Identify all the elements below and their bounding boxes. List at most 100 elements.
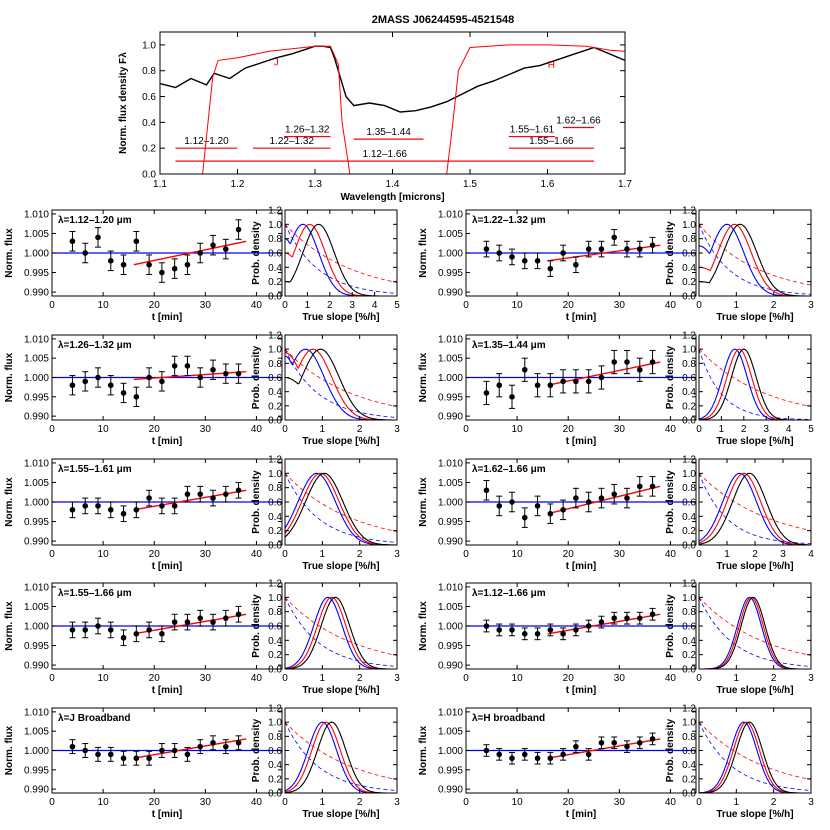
ytick-label-0: 0.990	[24, 661, 49, 672]
band-label-0: J	[274, 58, 279, 69]
posterior-xlabel: True slope [%/h]	[302, 436, 379, 447]
ytick-label-1: 0.2	[268, 526, 282, 537]
data-point-11	[624, 615, 630, 621]
ytick-label-1: 0.2	[268, 277, 282, 288]
xtick-label-2: 20	[149, 549, 161, 560]
range-label-7: 1.12–1.66	[363, 149, 408, 160]
ytick-label-2: 1.000	[24, 622, 49, 633]
xtick-label-4: 4	[372, 300, 378, 311]
ytick-label-1: 0.2	[268, 401, 282, 412]
ytick-label-6: 1.2	[682, 579, 696, 590]
ytick-label-1: 0.2	[682, 277, 696, 288]
data-point-11	[210, 619, 216, 625]
ytick-label-2: 0.4	[268, 636, 282, 647]
data-point-12	[636, 483, 643, 490]
data-point-9	[184, 751, 191, 758]
xtick-label-2: 2	[357, 673, 363, 684]
data-point-2	[509, 499, 515, 505]
ytick-label-2: 1.000	[438, 249, 463, 260]
xtick-label-2: 20	[149, 300, 161, 311]
data-point-1	[82, 378, 89, 385]
ytick-label-3: 0.6	[268, 498, 282, 509]
data-point-12	[636, 366, 643, 373]
data-point-12	[636, 615, 643, 621]
data-point-3	[107, 627, 114, 633]
ytick-label-2: 1.000	[24, 373, 49, 384]
ytick-label-3: 1.005	[438, 602, 463, 613]
xtick-label-0: 0	[463, 300, 469, 311]
data-point-5	[547, 755, 554, 762]
wavelength-annotation: λ=H broadband	[472, 713, 545, 724]
wavelength-annotation: λ=1.12–1.66 μm	[472, 588, 546, 599]
data-point-9	[598, 495, 605, 501]
ytick-label-2: 0.4	[268, 760, 282, 771]
posterior-ylabel: Prob. density	[665, 594, 676, 658]
ytick-label-4: 1.010	[438, 582, 463, 593]
data-point-8	[585, 499, 592, 505]
ytick-label-5: 1.0	[682, 469, 696, 480]
spectrum-series-0	[159, 45, 626, 113]
light-curve-xlabel: t [min]	[152, 685, 183, 696]
data-point-9	[184, 261, 191, 268]
light-curve-xlabel: t [min]	[152, 809, 183, 820]
light-curve-panel-2: 0 10 20 30 40 0.990 0.995 1.000 1.005 1.010 t [min…	[4, 334, 283, 447]
ytick-label-0: 0.990	[24, 785, 49, 796]
light-curve-ylabel: Norm. flux	[4, 477, 15, 527]
spectrum-ytick-label-3: 0.6	[142, 92, 156, 103]
posterior-curve-black	[698, 472, 811, 546]
light-curve-ylabel: Norm. flux	[418, 352, 429, 402]
data-point-8	[171, 619, 178, 625]
spectrum-xtick-label-4: 1.5	[463, 179, 477, 190]
data-point-4	[120, 510, 127, 517]
data-point-10	[611, 491, 618, 497]
xtick-label-4: 40	[665, 797, 677, 808]
data-point-13	[235, 370, 242, 377]
xtick-label-2: 2	[357, 549, 363, 560]
prior-curve-red	[698, 473, 812, 531]
data-point-10	[197, 615, 204, 621]
xtick-label-1: 1	[719, 424, 725, 435]
xtick-label-2: 20	[563, 797, 575, 808]
posterior-curve-black	[285, 348, 397, 421]
data-point-12	[222, 246, 229, 252]
data-point-5	[133, 238, 140, 245]
posterior-xlabel: True slope [%/h]	[716, 561, 793, 572]
ytick-label-1: 0.995	[24, 765, 49, 776]
spectrum-xtick-label-0: 1.1	[153, 179, 167, 190]
data-point-2	[95, 374, 101, 381]
data-point-0	[483, 747, 490, 754]
ytick-label-5: 1.0	[682, 718, 696, 729]
posterior-panel-7: 0 1 2 3 0.0 0.2 0.4 0.6 0.8 1.0 1.2 True slope [%/h…	[665, 579, 814, 697]
ytick-label-0: 0.990	[24, 537, 49, 548]
xtick-label-0: 0	[696, 673, 702, 684]
data-point-6	[146, 627, 152, 633]
data-point-13	[649, 736, 656, 742]
data-point-12	[222, 743, 229, 750]
range-label-3: 1.35–1.44	[366, 127, 411, 138]
data-point-3	[521, 751, 528, 758]
range-label-5: 1.62–1.66	[556, 116, 601, 127]
data-point-0	[69, 382, 76, 389]
xtick-label-1: 10	[98, 797, 110, 808]
data-point-9	[598, 374, 605, 381]
posterior-panel-3: 0 1 2 3 4 5 0.0 0.2 0.4 0.6 0.8 1.0 1.2 True slope [%…	[665, 331, 814, 448]
posterior-xlabel: True slope [%/h]	[716, 685, 793, 696]
light-curve-panel-1: 0 10 20 30 40 0.990 0.995 1.000 1.005 1.010 t [min…	[418, 209, 697, 323]
xtick-label-3: 30	[200, 549, 212, 560]
xtick-label-1: 10	[512, 549, 524, 560]
data-point-0	[69, 238, 76, 245]
xtick-label-4: 4	[808, 549, 814, 560]
data-point-4	[534, 755, 541, 762]
ytick-label-4: 0.8	[682, 732, 696, 743]
ytick-label-6: 1.2	[682, 331, 696, 342]
xtick-label-4: 40	[665, 300, 677, 311]
ytick-label-3: 1.005	[24, 354, 49, 365]
data-point-7	[573, 378, 579, 385]
light-curve-xlabel: t [min]	[566, 561, 597, 572]
data-point-4	[534, 503, 541, 509]
light-curve-panel-6: 0 10 20 30 40 0.990 0.995 1.000 1.005 1.010 t [min…	[4, 582, 283, 696]
ytick-label-1: 0.995	[438, 392, 463, 403]
ytick-label-4: 0.8	[682, 607, 696, 618]
xtick-label-2: 2	[357, 424, 363, 435]
